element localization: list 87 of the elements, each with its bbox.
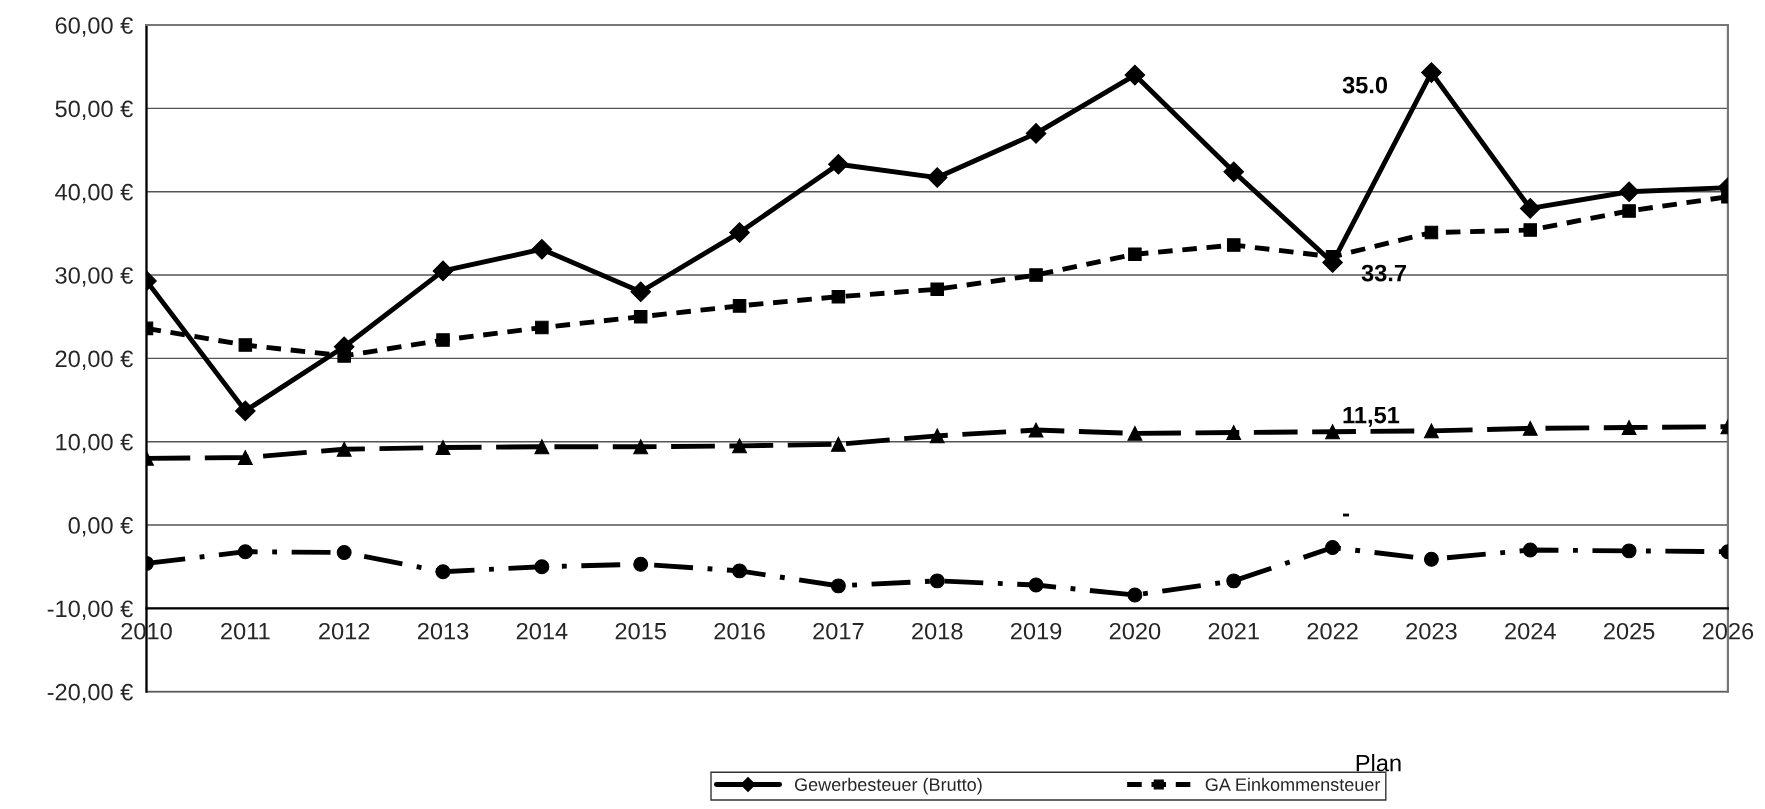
y-tick-label: 10,00 €: [56, 433, 133, 454]
point: [435, 564, 451, 580]
point: [1519, 198, 1541, 219]
point: [1622, 204, 1636, 218]
point: [1423, 551, 1439, 567]
point: [1025, 123, 1047, 144]
point: [534, 559, 550, 575]
point: [336, 441, 352, 457]
point: [830, 578, 846, 594]
point: [534, 439, 550, 455]
point: [929, 573, 945, 589]
point: [535, 320, 549, 335]
point: [436, 333, 450, 347]
point: [1325, 424, 1341, 440]
x-tick-label: 2013: [417, 622, 469, 640]
point: [828, 153, 849, 175]
x-tick-label: 2017: [813, 622, 864, 640]
x-tick-label: 2022: [1307, 622, 1358, 640]
point: [1028, 422, 1044, 438]
annotation: 33.7: [1361, 264, 1406, 282]
point: [732, 299, 747, 313]
point: [1621, 420, 1637, 436]
annotation: 35.0: [1342, 76, 1388, 94]
point: [1522, 542, 1538, 558]
x-tick-label: 2011: [221, 622, 270, 640]
x-tick-label: 2023: [1406, 622, 1457, 640]
point: [830, 436, 846, 452]
point: [633, 309, 648, 324]
point: [630, 281, 652, 303]
point: [732, 438, 747, 454]
point: [1029, 268, 1043, 282]
y-tick-label: 30,00 €: [55, 267, 133, 287]
y-tick-label: -20,00 €: [47, 683, 133, 704]
text: Plan: [1356, 754, 1401, 772]
point: [633, 439, 649, 455]
point: [435, 440, 451, 456]
point: [1325, 540, 1341, 555]
y-tick-label: 20,00 €: [55, 350, 133, 370]
point: [1028, 577, 1044, 593]
point: [432, 260, 454, 282]
legend-label: GA Einkommensteuer: [1205, 777, 1381, 791]
point: [1226, 573, 1242, 589]
point: [1226, 238, 1241, 252]
point: [1621, 543, 1637, 559]
point: [831, 289, 846, 304]
annotation: 11,51: [1343, 406, 1400, 427]
point: [237, 544, 253, 560]
x-tick-label: 2016: [714, 622, 765, 640]
point: [531, 238, 553, 260]
y-tick-label: 40,00 €: [55, 183, 133, 204]
point: [1127, 587, 1143, 603]
y-tick-label: 50,00 €: [55, 100, 133, 120]
point: [238, 338, 253, 352]
point: [1127, 425, 1143, 441]
x-tick-label: 2019: [1010, 622, 1062, 640]
x-tick-label: 2015: [615, 622, 666, 640]
x-tick-label: 2025: [1604, 622, 1655, 640]
point: [1124, 64, 1146, 86]
y-tick-label: -10,00 €: [47, 600, 133, 620]
y-tick-label: 0,00 €: [68, 517, 133, 537]
point: [930, 282, 944, 296]
point: [1423, 423, 1439, 439]
point: [926, 167, 948, 188]
point: [1421, 62, 1442, 83]
point: [633, 556, 649, 572]
point: [1226, 425, 1242, 441]
point: [1424, 225, 1439, 240]
x-tick-label: 2014: [516, 622, 568, 640]
x-tick-label: 2021: [1208, 622, 1259, 640]
x-tick-label: 2024: [1505, 622, 1556, 640]
point: [237, 450, 253, 466]
point: [336, 545, 352, 560]
point: [1128, 247, 1142, 261]
point: [729, 222, 750, 243]
point: [1522, 420, 1538, 436]
point: [1618, 181, 1640, 203]
point: [1223, 161, 1245, 183]
point: [929, 428, 945, 444]
y-tick-label: 60,00 €: [55, 17, 133, 37]
legend-label: Gewerbesteuer (Brutto): [794, 777, 982, 795]
x-tick-label: 2018: [912, 622, 963, 640]
annotation: -: [1342, 513, 1349, 517]
point: [732, 563, 747, 579]
x-tick-label: 2020: [1109, 622, 1161, 640]
point: [234, 400, 256, 422]
point: [1523, 223, 1538, 237]
x-tick-label: 2012: [319, 622, 370, 640]
